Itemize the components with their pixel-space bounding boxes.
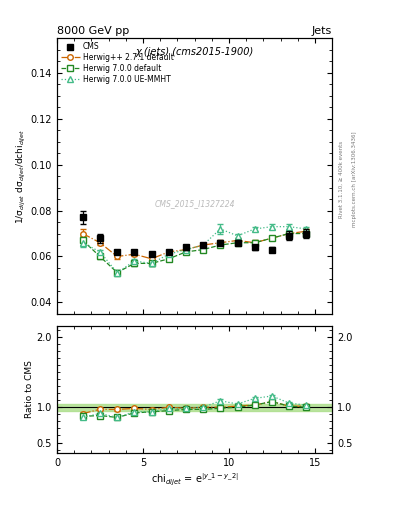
Text: χ (jets) (cms2015-1900): χ (jets) (cms2015-1900): [136, 47, 253, 57]
X-axis label: chi$_{dijet}$ = e$^{|y\_1 - y\_2|}$: chi$_{dijet}$ = e$^{|y\_1 - y\_2|}$: [151, 472, 239, 488]
Bar: [57, 403, 332, 411]
Text: Rivet 3.1.10, ≥ 400k events: Rivet 3.1.10, ≥ 400k events: [339, 141, 344, 218]
Text: 8000 GeV pp: 8000 GeV pp: [57, 26, 129, 36]
Legend: CMS, Herwig++ 2.7.1 default, Herwig 7.0.0 default, Herwig 7.0.0 UE-MMHT: CMS, Herwig++ 2.7.1 default, Herwig 7.0.…: [59, 40, 175, 86]
Y-axis label: 1/σ$_{dijet}$ dσ$_{dijet}$/dchi$_{dijet}$: 1/σ$_{dijet}$ dσ$_{dijet}$/dchi$_{dijet}…: [15, 129, 28, 224]
Text: CMS_2015_I1327224: CMS_2015_I1327224: [154, 199, 235, 208]
Y-axis label: Ratio to CMS: Ratio to CMS: [25, 360, 34, 418]
Text: mcplots.cern.ch [arXiv:1306.3436]: mcplots.cern.ch [arXiv:1306.3436]: [352, 132, 357, 227]
Text: Jets: Jets: [312, 26, 332, 36]
